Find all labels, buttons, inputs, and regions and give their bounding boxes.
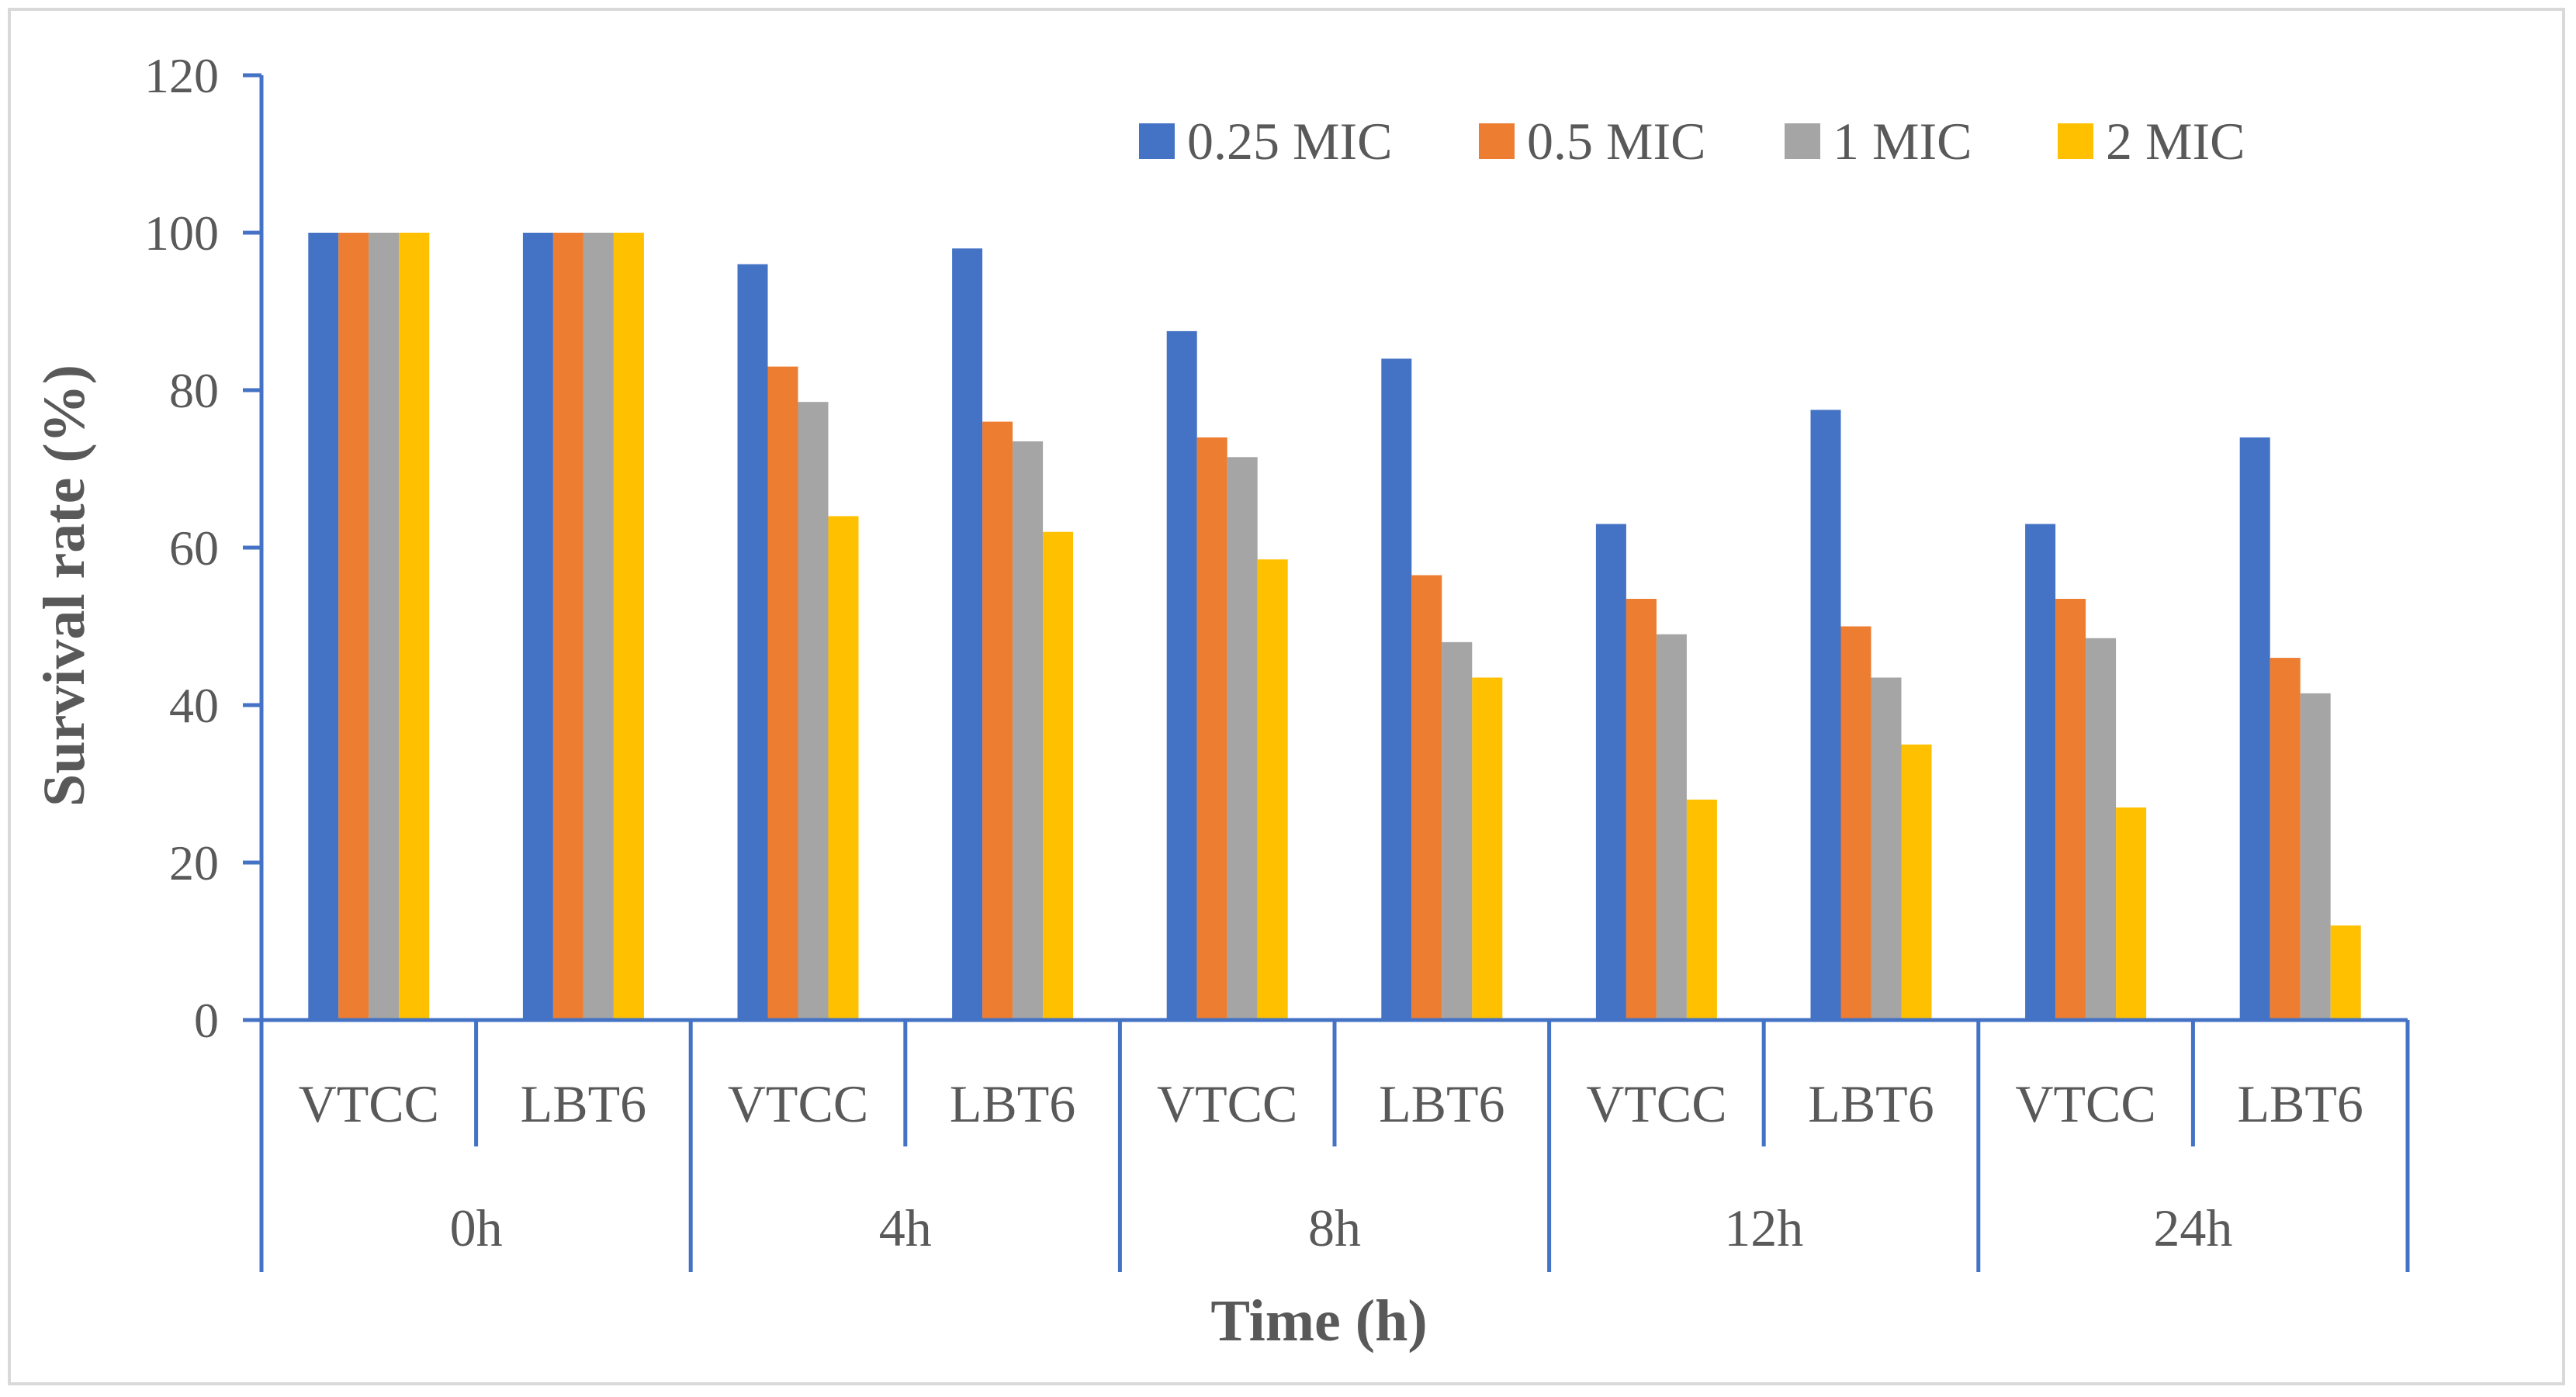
y-tick-label: 80	[169, 363, 219, 418]
bar-2-mic-8h-vtcc	[1257, 559, 1288, 1020]
x-axis-title: Time (h)	[1210, 1288, 1427, 1354]
y-tick-label: 0	[194, 993, 219, 1048]
bar-1-mic-0h-lbt6	[583, 233, 614, 1020]
legend-swatch-2-mic	[2058, 123, 2093, 159]
x-group-label: 0h	[450, 1198, 503, 1257]
bars-layer	[308, 233, 2361, 1021]
bar-1-mic-8h-lbt6	[1442, 641, 1473, 1020]
bar-1-mic-4h-lbt6	[1013, 441, 1044, 1020]
x-group-label: 8h	[1308, 1198, 1361, 1257]
x-category-label: VTCC	[1157, 1074, 1297, 1133]
bar-2-mic-8h-lbt6	[1472, 677, 1503, 1020]
bar-0.5-mic-8h-vtcc	[1196, 437, 1227, 1020]
bar-0.5-mic-24h-lbt6	[2270, 658, 2301, 1020]
labels-layer: 0 20 40 60 80 100 120 VTCC LBT6 VTCC LBT6 VTCC LBT6 V…	[144, 48, 2363, 1257]
bar-1-mic-12h-vtcc	[1656, 634, 1687, 1020]
legend-swatch-0.5-mic	[1479, 123, 1515, 159]
legend: 0.25 MIC 0.5 MIC 1 MIC 2 MIC	[1139, 112, 2245, 171]
legend-label: 1 MIC	[1833, 112, 1972, 171]
bar-1-mic-24h-vtcc	[2086, 638, 2117, 1020]
bar-0.5-mic-4h-lbt6	[982, 421, 1013, 1020]
x-category-label: VTCC	[1586, 1074, 1726, 1133]
legend-label: 0.5 MIC	[1527, 112, 1705, 171]
bar-0.25-mic-8h-vtcc	[1166, 330, 1197, 1020]
bar-2-mic-12h-vtcc	[1686, 799, 1717, 1020]
x-category-label: LBT6	[521, 1074, 646, 1133]
y-tick-label: 40	[169, 678, 219, 733]
y-tick-label: 100	[144, 206, 219, 261]
bar-0.25-mic-24h-vtcc	[2025, 524, 2056, 1020]
bar-2-mic-4h-vtcc	[828, 516, 859, 1020]
bar-2-mic-12h-lbt6	[1901, 744, 1932, 1021]
bar-0.25-mic-12h-lbt6	[1810, 410, 1841, 1020]
legend-swatch-1-mic	[1785, 123, 1820, 159]
legend-label: 2 MIC	[2106, 112, 2245, 171]
y-tick-label: 60	[169, 520, 219, 576]
bar-0.25-mic-0h-lbt6	[522, 233, 553, 1020]
bar-1-mic-12h-lbt6	[1871, 677, 1902, 1020]
bar-1-mic-0h-vtcc	[369, 233, 400, 1020]
bar-0.25-mic-24h-lbt6	[2239, 437, 2270, 1020]
x-category-label: VTCC	[728, 1074, 868, 1133]
y-tick-label: 20	[169, 835, 219, 890]
legend-label: 0.25 MIC	[1187, 112, 1392, 171]
x-category-label: LBT6	[1808, 1074, 1934, 1133]
x-category-label: VTCC	[2015, 1074, 2155, 1133]
bar-2-mic-4h-lbt6	[1043, 531, 1074, 1020]
x-category-label: LBT6	[950, 1074, 1075, 1133]
x-category-label: LBT6	[2237, 1074, 2363, 1133]
x-group-label: 24h	[2153, 1198, 2232, 1257]
bar-0.25-mic-4h-lbt6	[952, 248, 983, 1020]
bar-0.25-mic-4h-vtcc	[737, 264, 768, 1021]
x-category-label: VTCC	[299, 1074, 439, 1133]
bar-2-mic-0h-lbt6	[613, 233, 644, 1020]
x-group-label: 4h	[879, 1198, 932, 1257]
bar-0.5-mic-4h-vtcc	[767, 366, 798, 1021]
bar-1-mic-4h-vtcc	[798, 402, 829, 1020]
x-category-label: LBT6	[1379, 1074, 1504, 1133]
bar-0.5-mic-24h-vtcc	[2055, 599, 2086, 1020]
x-group-label: 12h	[1724, 1198, 1803, 1257]
y-tick-label: 120	[144, 48, 219, 103]
bar-0.5-mic-8h-lbt6	[1411, 575, 1442, 1020]
bar-1-mic-24h-lbt6	[2300, 693, 2331, 1020]
bar-2-mic-24h-lbt6	[2330, 925, 2361, 1020]
y-axis-title: Survival rate (%)	[32, 365, 97, 807]
bar-0.5-mic-0h-lbt6	[552, 233, 583, 1020]
bar-0.25-mic-8h-lbt6	[1381, 358, 1412, 1020]
legend-swatch-0.25-mic	[1139, 123, 1175, 159]
bar-0.5-mic-0h-vtcc	[338, 233, 369, 1020]
bar-0.25-mic-0h-vtcc	[308, 233, 339, 1020]
bar-1-mic-8h-vtcc	[1227, 457, 1258, 1020]
bar-0.5-mic-12h-lbt6	[1840, 626, 1871, 1020]
bar-0.25-mic-12h-vtcc	[1595, 524, 1626, 1020]
bar-2-mic-0h-vtcc	[399, 233, 430, 1020]
bar-0.5-mic-12h-vtcc	[1626, 599, 1657, 1020]
axes-layer	[243, 73, 2410, 1272]
bar-2-mic-24h-vtcc	[2116, 807, 2147, 1020]
